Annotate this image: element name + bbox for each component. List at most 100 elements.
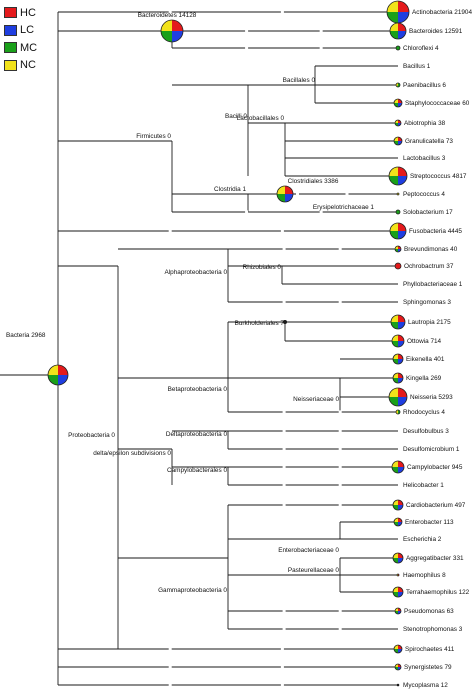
pie-slice-nc — [393, 500, 398, 505]
leaf-pie-7 — [393, 136, 403, 146]
leaf-pie-37 — [396, 683, 400, 687]
leaf-label: Bacteroides 12591 — [409, 28, 463, 35]
pie-slice-hc — [398, 461, 404, 467]
pie-slice-mc — [393, 359, 398, 364]
pie-outline — [392, 552, 404, 564]
leaf-label: Spirochaetes 411 — [405, 646, 455, 653]
pie-slice-lc — [398, 505, 403, 510]
branch-break — [338, 609, 342, 613]
leaf-label: Ottowia 714 — [407, 338, 442, 345]
leaf-pie-33 — [394, 607, 402, 615]
pie-slice-nc — [393, 553, 398, 558]
pie-outline — [389, 22, 407, 40]
branch-break — [282, 429, 286, 433]
pie-outline — [394, 119, 402, 127]
pie-outline — [393, 136, 403, 146]
pie-slice-hc — [398, 315, 405, 322]
pie-outline — [391, 460, 405, 474]
leaf-label: Rhodocyclus 4 — [403, 409, 445, 416]
pie-slice-mc — [391, 322, 398, 329]
pie-slice-hc — [398, 120, 401, 123]
node-dot — [396, 683, 400, 687]
pie-slice-lc — [398, 231, 406, 239]
pie-slice-mc — [393, 592, 398, 597]
pie-slice-lc — [398, 12, 409, 23]
branch-break — [338, 503, 342, 507]
pie-slice-nc — [161, 20, 172, 31]
pie-slice-hc — [398, 167, 407, 176]
leaf-label: Phyllobacteriaceae 1 — [403, 281, 463, 288]
node-label-rhizobiales: Rhizobiales 0 — [243, 264, 282, 271]
node-label-lactobacillales: Lactobacillales 0 — [237, 115, 285, 122]
pie-outline — [394, 245, 402, 253]
leaf-label: Brevundimonas 40 — [404, 246, 458, 253]
node-pie-bacteroidetes — [160, 19, 184, 43]
branch-break — [282, 300, 286, 304]
branch-break — [168, 665, 172, 669]
legend-item-mc: MC — [4, 39, 37, 57]
pie-slice-hc — [398, 223, 406, 231]
pie-slice-hc — [398, 664, 401, 667]
node-label-clostridiales: Clostridiales 3386 — [288, 178, 339, 185]
leaf-label: Actinobacteria 21904 — [412, 9, 472, 16]
branch-break — [168, 683, 172, 687]
legend-item-hc: HC — [4, 4, 37, 22]
leaf-pie-32 — [392, 586, 404, 598]
branch-break — [338, 447, 342, 451]
leaf-pie-30 — [392, 552, 404, 564]
pie-slice-lc — [398, 249, 401, 252]
legend-label-mc: MC — [20, 41, 38, 54]
pie-slice-hc — [398, 354, 403, 359]
node-label-erysipelotrichaceae: Erysipelotrichaceae 1 — [313, 204, 375, 211]
pie-slice-nc — [395, 246, 398, 249]
pie-slice-hc — [398, 587, 403, 592]
pie-outline — [395, 45, 401, 51]
pie-outline — [395, 409, 401, 415]
pie-outline — [395, 209, 401, 215]
leaf-pie-5 — [393, 98, 403, 108]
root-label: Bacteria 2968 — [6, 332, 46, 339]
branch-break — [280, 10, 284, 14]
pie-outline — [394, 262, 402, 270]
leaf-label: Kingella 269 — [406, 375, 442, 382]
pie-slice-nc — [390, 23, 398, 31]
pie-slice-lc — [172, 31, 183, 42]
pie-outline — [396, 573, 400, 577]
branch-break — [282, 465, 286, 469]
node-label-bacteroidetes: Bacteroidetes 14128 — [138, 12, 197, 19]
legend-label-nc: NC — [20, 59, 36, 72]
node-label-bacillales: Bacillales 0 — [283, 77, 316, 84]
branch-break — [282, 609, 286, 613]
leaf-label: Eikenella 401 — [406, 356, 445, 363]
leaf-label: Cardiobacterium 497 — [406, 502, 466, 509]
pie-slice-lc — [398, 359, 403, 364]
node-label-pasteurellaceae: Pasteurellaceae 0 — [288, 567, 340, 574]
leaf-label: Fusobacteria 4445 — [409, 228, 462, 235]
branch-break — [338, 465, 342, 469]
leaf-label: Sphingomonas 3 — [403, 299, 451, 306]
leaf-label: Helicobacter 1 — [403, 482, 444, 489]
pie-outline — [276, 185, 294, 203]
leaf-label: Chloroflexi 4 — [403, 45, 439, 52]
branch-break — [168, 647, 172, 651]
branch-break — [296, 192, 299, 196]
branch-break — [282, 247, 286, 251]
node-label-clostridia: Clostridia 1 — [214, 186, 246, 193]
pie-slice-mc — [394, 522, 398, 526]
pie-outline — [395, 82, 401, 88]
branch-break — [280, 647, 284, 651]
pie-slice-lc — [398, 31, 406, 39]
pie-slice-lc — [398, 649, 402, 653]
pie-slice-mc — [396, 210, 400, 214]
leaf-label: Synergistetes 79 — [404, 664, 452, 671]
pie-slice-mc — [395, 667, 398, 670]
leaf-label: Bacillus 1 — [403, 63, 431, 70]
leaf-label: Campylobacter 945 — [407, 464, 463, 471]
pie-slice-nc — [387, 1, 398, 12]
pie-slice-nc — [392, 461, 398, 467]
leaf-label: Lactobacillus 3 — [403, 155, 446, 162]
leaf-label: Abiotrophia 38 — [404, 120, 446, 127]
leaf-label: Terrahaemophilus 122 — [406, 589, 470, 596]
legend-item-lc: LC — [4, 22, 37, 40]
